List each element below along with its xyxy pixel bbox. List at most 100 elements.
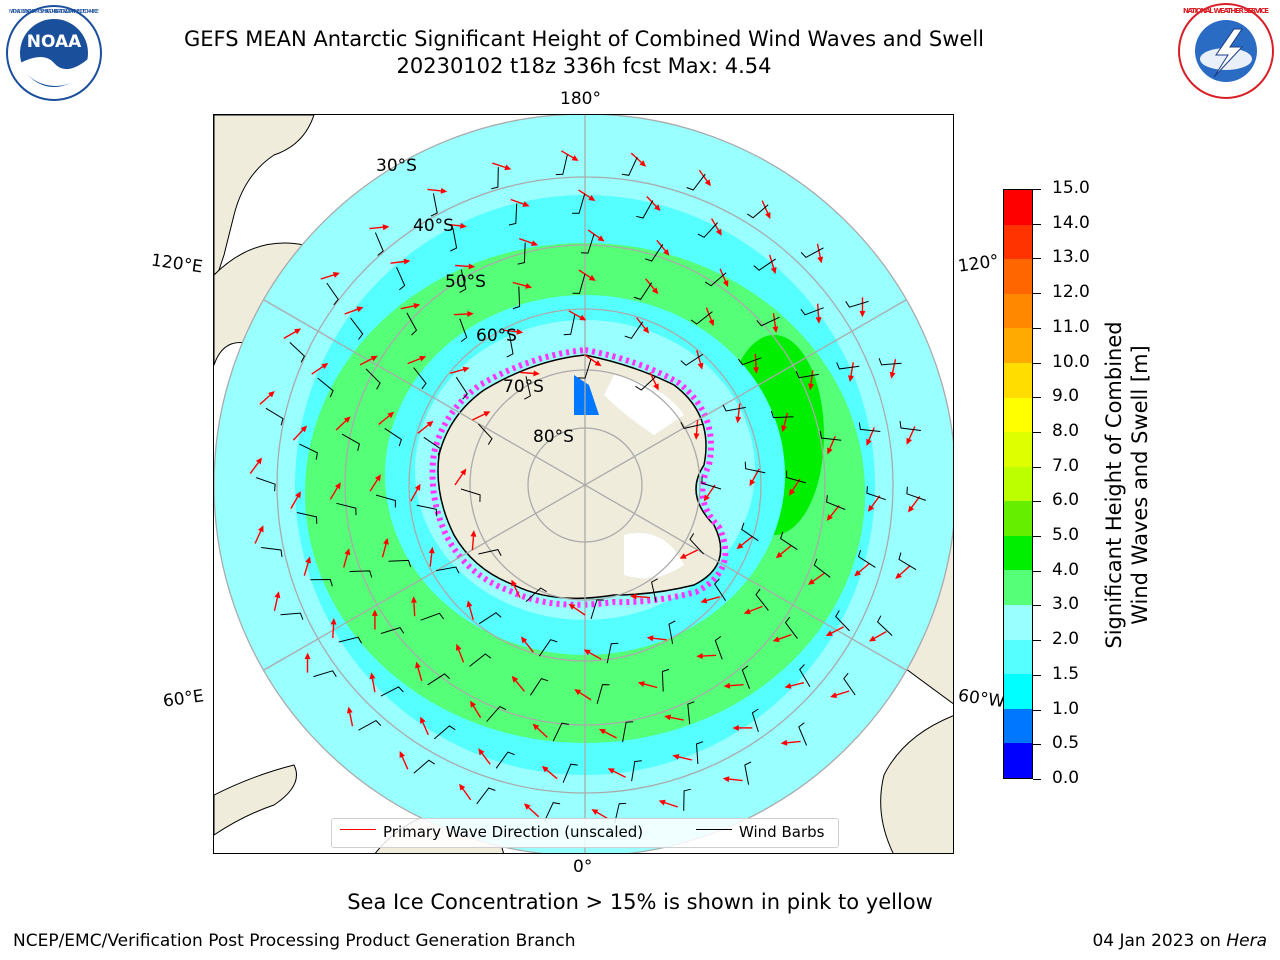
wind-barb — [562, 763, 578, 783]
wave-arrow — [545, 769, 558, 780]
wind-barb — [644, 244, 664, 262]
wave-arrow — [728, 778, 743, 782]
wave-arrow — [835, 690, 850, 696]
wind-barb — [572, 273, 586, 294]
wave-arrow-head — [826, 514, 833, 521]
wave-arrow-head — [588, 195, 596, 201]
wave-arrow-head — [268, 391, 275, 398]
wave-arrow-head — [594, 360, 602, 367]
wave-arrow — [778, 633, 792, 640]
wind-barb — [606, 642, 619, 664]
sea-ice-white — [604, 375, 684, 435]
wave-arrow-head — [693, 433, 700, 440]
wind-barb — [624, 321, 644, 339]
colorbar-tick — [1033, 536, 1041, 538]
wind-barb — [459, 269, 467, 293]
wind-barb — [433, 725, 456, 740]
wave-direction-swatch — [340, 829, 376, 830]
wave-arrow-head — [906, 437, 912, 445]
wave-arrow — [371, 678, 376, 693]
wave-arrow-head — [696, 653, 703, 659]
wave-arrow-head — [382, 224, 390, 231]
wave-arrow-head — [516, 328, 524, 335]
wave-arrow — [817, 303, 820, 318]
wave-arrow-head — [651, 287, 659, 295]
wave-arrow-head — [531, 240, 539, 246]
wind-barb — [800, 247, 824, 259]
wave-arrow-head — [470, 530, 477, 537]
wave-arrow-head — [639, 160, 647, 167]
lat-label-80s: 80°S — [533, 427, 574, 447]
colorbar-tick — [1033, 605, 1041, 607]
wave-arrow — [646, 196, 657, 208]
noaa-wordmark: NOAA — [27, 32, 82, 52]
wind-barb — [525, 587, 547, 602]
legend-wave-direction: Primary Wave Direction (unscaled) — [383, 823, 644, 841]
wave-arrow-head — [356, 306, 364, 313]
wave-arrow-head — [658, 799, 666, 806]
wave-arrow — [588, 651, 602, 660]
wind-barb — [799, 664, 811, 687]
wave-arrow-head — [255, 457, 262, 465]
wave-arrow — [830, 626, 844, 634]
colorbar-tick-label: 14.0 — [1052, 212, 1090, 233]
wave-arrow-head — [583, 649, 591, 656]
wave-arrow — [527, 806, 540, 818]
wave-arrow-head — [749, 479, 756, 487]
wave-arrow-head — [532, 723, 540, 731]
wind-barb — [633, 282, 653, 300]
wind-barb — [622, 721, 634, 743]
wind-barbs — [256, 154, 926, 824]
wave-arrow — [868, 427, 875, 441]
wave-arrow-head — [468, 263, 476, 270]
wave-arrow-head — [533, 370, 540, 377]
colorbar-tick-label: 2.0 — [1052, 629, 1080, 650]
land-africa-bottom — [880, 715, 953, 853]
wave-arrow-head — [440, 187, 448, 194]
wave-arrow-head — [770, 267, 777, 275]
wave-arrow — [273, 596, 279, 611]
wave-arrow-head — [703, 494, 710, 502]
wind-barb — [261, 547, 283, 557]
land-madagascar — [214, 764, 297, 836]
wave-arrow-head — [346, 706, 353, 714]
wave-arrow — [678, 756, 693, 761]
wave-arrow-head — [504, 164, 512, 171]
wind-barb — [436, 566, 460, 574]
wave-arrow — [772, 313, 777, 328]
nws-ring-text: NATIONAL WEATHER SERVICE — [1183, 7, 1269, 15]
wind-barb — [751, 708, 759, 733]
polar-map: 30°S 40°S 50°S 60°S 70°S 80°S — [213, 114, 954, 854]
wind-barb — [668, 620, 676, 644]
wave-arrow — [578, 691, 592, 701]
colorbar-tick — [1033, 223, 1041, 225]
wave-arrow — [413, 602, 416, 617]
wind-barb — [296, 512, 318, 524]
wave-arrow — [390, 260, 405, 264]
wave-arrow — [422, 721, 429, 736]
colorbar-tick — [1033, 397, 1041, 399]
wave-arrow-head — [403, 258, 411, 265]
noaa-logo: NOAA NATIONAL OCEANIC AND ATMOSPHERIC AD… — [4, 3, 104, 107]
wind-barb — [289, 342, 306, 363]
wave-arrow-head — [387, 411, 395, 419]
wave-arrow — [899, 565, 911, 576]
wave-arrow-head — [789, 488, 796, 496]
wind-barb — [336, 502, 357, 516]
colorbar-tick — [1033, 189, 1041, 190]
wave-arrow-head — [459, 783, 466, 791]
wave-arrow-head — [274, 591, 281, 599]
wave-arrow — [536, 727, 548, 738]
wave-arrow-head — [568, 603, 576, 610]
wave-arrow-head — [700, 597, 708, 604]
wave-arrow — [812, 572, 825, 582]
wave-arrow — [810, 370, 814, 385]
wave-arrow — [908, 426, 916, 440]
wind-barb — [406, 312, 418, 336]
wind-barb — [747, 204, 769, 219]
wind-barb — [635, 376, 657, 391]
wind-barb — [744, 461, 766, 474]
wave-arrow — [455, 264, 470, 268]
wave-arrow-head — [642, 326, 650, 334]
lat-label-50s: 50°S — [445, 272, 486, 292]
